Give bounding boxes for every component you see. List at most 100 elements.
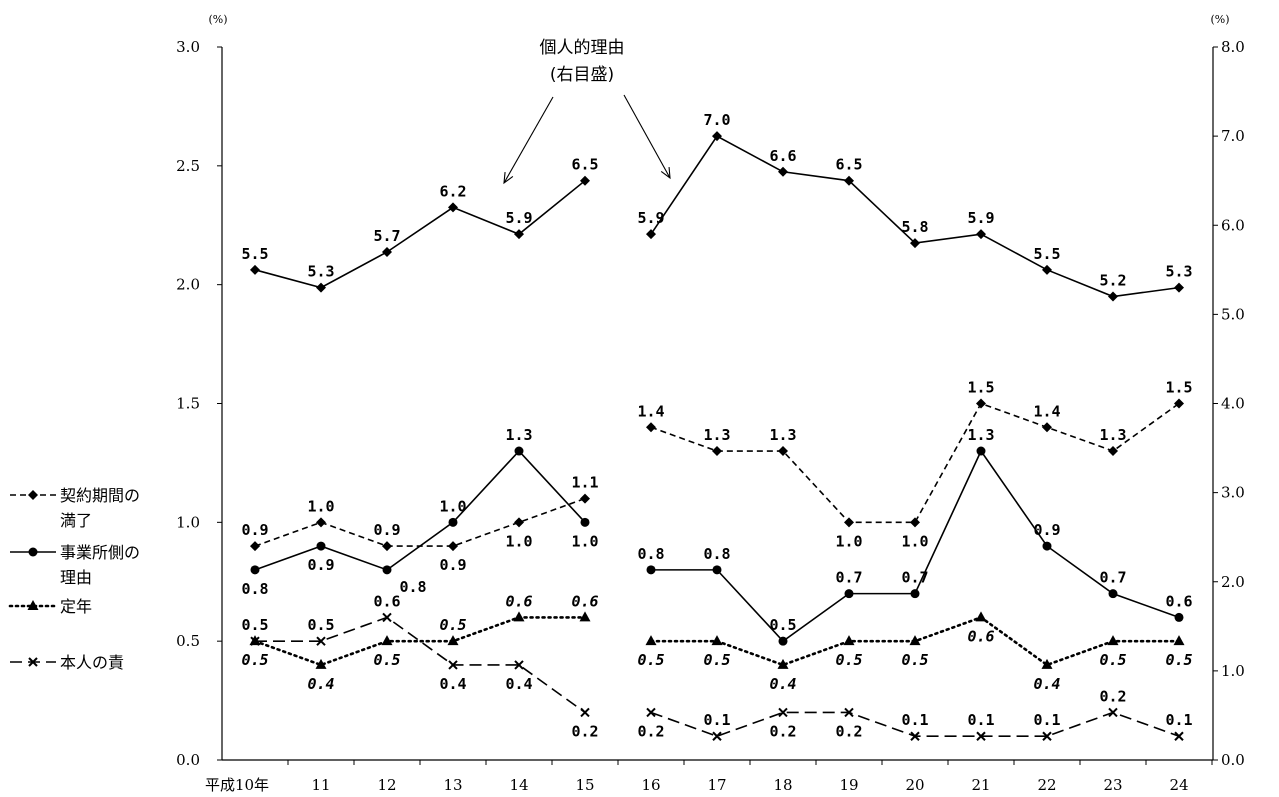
- series-3-data-label: 0.6: [571, 592, 598, 610]
- series-1-data-label: 1.0: [901, 532, 928, 550]
- series-3-data-label: 0.5: [373, 651, 400, 669]
- series-4-marker-stroke: [778, 707, 788, 718]
- series-2-marker: [1174, 612, 1184, 622]
- series-2-data-label: 0.9: [307, 556, 334, 574]
- series-2-marker: [316, 541, 326, 551]
- series-2-data-label: 1.0: [439, 497, 466, 515]
- series-4-marker: [646, 707, 656, 718]
- series-4-marker: [382, 612, 392, 623]
- series-1-marker: [646, 422, 656, 433]
- x-tick-label: 16: [641, 776, 660, 794]
- x-tick-label: 19: [839, 776, 858, 794]
- series-4-data-label: 0.5: [307, 616, 334, 634]
- series-3-data-label: 0.4: [769, 675, 796, 693]
- series-3-marker: [1107, 635, 1119, 646]
- series-4-marker: [910, 731, 920, 741]
- series-1-marker: [844, 517, 854, 528]
- x-tick-label: 17: [707, 776, 726, 794]
- legend-swatch-marker-2: [27, 600, 39, 610]
- series-3-marker: [447, 635, 459, 646]
- series-1-data-label: 1.5: [967, 379, 994, 397]
- series-3-marker: [975, 611, 987, 622]
- series-4-marker-stroke: [514, 660, 524, 670]
- series-1-data-label: 0.9: [439, 556, 466, 574]
- series-0-marker: [844, 175, 854, 186]
- series-2-data-label: 0.7: [835, 569, 862, 587]
- x-tick-label: 14: [509, 776, 528, 794]
- series-0-data-label: 6.5: [835, 156, 862, 174]
- y-right-tick-label: 2.0: [1221, 573, 1245, 591]
- series-4-data-label: 0.1: [1033, 711, 1060, 729]
- legend-label-3: 本人の責: [60, 653, 124, 672]
- series-0-data-label: 5.5: [1033, 245, 1060, 263]
- y-left-tick-label: 3.0: [176, 38, 200, 56]
- series-0-data-label: 5.9: [505, 209, 532, 227]
- x-tick-label: 13: [443, 776, 462, 794]
- y-right-tick-label: 6.0: [1221, 216, 1245, 234]
- series-3-marker: [1041, 658, 1053, 669]
- series-2-marker: [976, 446, 986, 456]
- series-1-marker: [1108, 446, 1118, 457]
- series-3-data-label: 0.5: [439, 616, 466, 634]
- series-4-marker-stroke: [580, 707, 590, 718]
- legend-label-1: 理由: [60, 568, 92, 587]
- y-right-tick-label: 8.0: [1221, 38, 1245, 56]
- y-left-tick-label: 0.0: [176, 751, 200, 769]
- series-0-marker: [382, 246, 392, 257]
- legend-swatch-marker-3: [28, 657, 38, 667]
- y-right-tick-label: 1.0: [1221, 662, 1245, 680]
- series-2-data-label: 0.7: [1099, 569, 1126, 587]
- series-3-marker: [645, 635, 657, 646]
- series-4-marker: [1108, 707, 1118, 718]
- y-right-tick-label: 0.0: [1221, 751, 1245, 769]
- series-1-marker: [514, 517, 524, 528]
- series-3-marker: [381, 635, 393, 646]
- series-3-data-label: 0.5: [1099, 651, 1126, 669]
- series-1-marker: [778, 446, 788, 457]
- series-4-data-label: 0.2: [571, 722, 598, 740]
- y-right-tick-label: 3.0: [1221, 484, 1245, 502]
- y-left-tick-label: 2.0: [176, 276, 200, 294]
- series-2-data-label: 0.7: [901, 569, 928, 587]
- series-1-data-label: 1.4: [637, 402, 664, 420]
- series-3-data-label: 0.5: [835, 651, 862, 669]
- series-4-data-label: 0.2: [1099, 687, 1126, 705]
- series-1-marker: [250, 541, 260, 552]
- series-3-data-label: 0.5: [1165, 651, 1192, 669]
- series-4-marker: [514, 660, 524, 670]
- series-0-marker: [778, 166, 788, 177]
- series-1-data-label: 1.3: [703, 426, 730, 444]
- series-3-marker: [513, 611, 525, 622]
- series-4-data-label: 0.1: [901, 711, 928, 729]
- series-3-data-label: 0.4: [1033, 675, 1060, 693]
- series-0-data-label: 5.3: [307, 263, 334, 281]
- series-0-marker: [1174, 282, 1184, 293]
- series-0-data-label: 7.0: [703, 111, 730, 129]
- series-1-data-label: 1.5: [1165, 379, 1192, 397]
- legend-swatch-marker-3-stroke: [28, 657, 38, 667]
- series-1-data-label: 1.3: [1099, 426, 1126, 444]
- series-2-marker: [910, 589, 920, 599]
- series-4-marker: [976, 731, 986, 741]
- series-2-data-label: 1.0: [571, 532, 598, 550]
- series-1-data-label: 1.0: [835, 532, 862, 550]
- y-right-unit: (%): [1210, 13, 1229, 26]
- series-4-marker-stroke: [844, 707, 854, 718]
- series-4-marker-stroke: [316, 636, 326, 646]
- series-0-marker: [316, 282, 326, 293]
- series-0-data-label: 5.3: [1165, 263, 1192, 281]
- series-3-data-label: 0.6: [967, 627, 994, 645]
- series-0-data-label: 5.9: [637, 209, 664, 227]
- series-1-data-label: 1.1: [571, 474, 598, 492]
- series-4-marker: [316, 636, 326, 646]
- series-0-marker: [910, 238, 920, 249]
- series-2-marker: [514, 446, 524, 456]
- series-2-data-label: 0.5: [769, 616, 796, 634]
- series-4-marker: [1174, 731, 1184, 741]
- series-0-data-label: 5.5: [241, 245, 268, 263]
- series-2-marker: [1108, 589, 1118, 599]
- y-right-tick-label: 7.0: [1221, 127, 1245, 145]
- legend-swatch-marker-1: [28, 547, 38, 557]
- series-0-marker: [1042, 264, 1052, 275]
- series-4-data-label: 0.2: [769, 722, 796, 740]
